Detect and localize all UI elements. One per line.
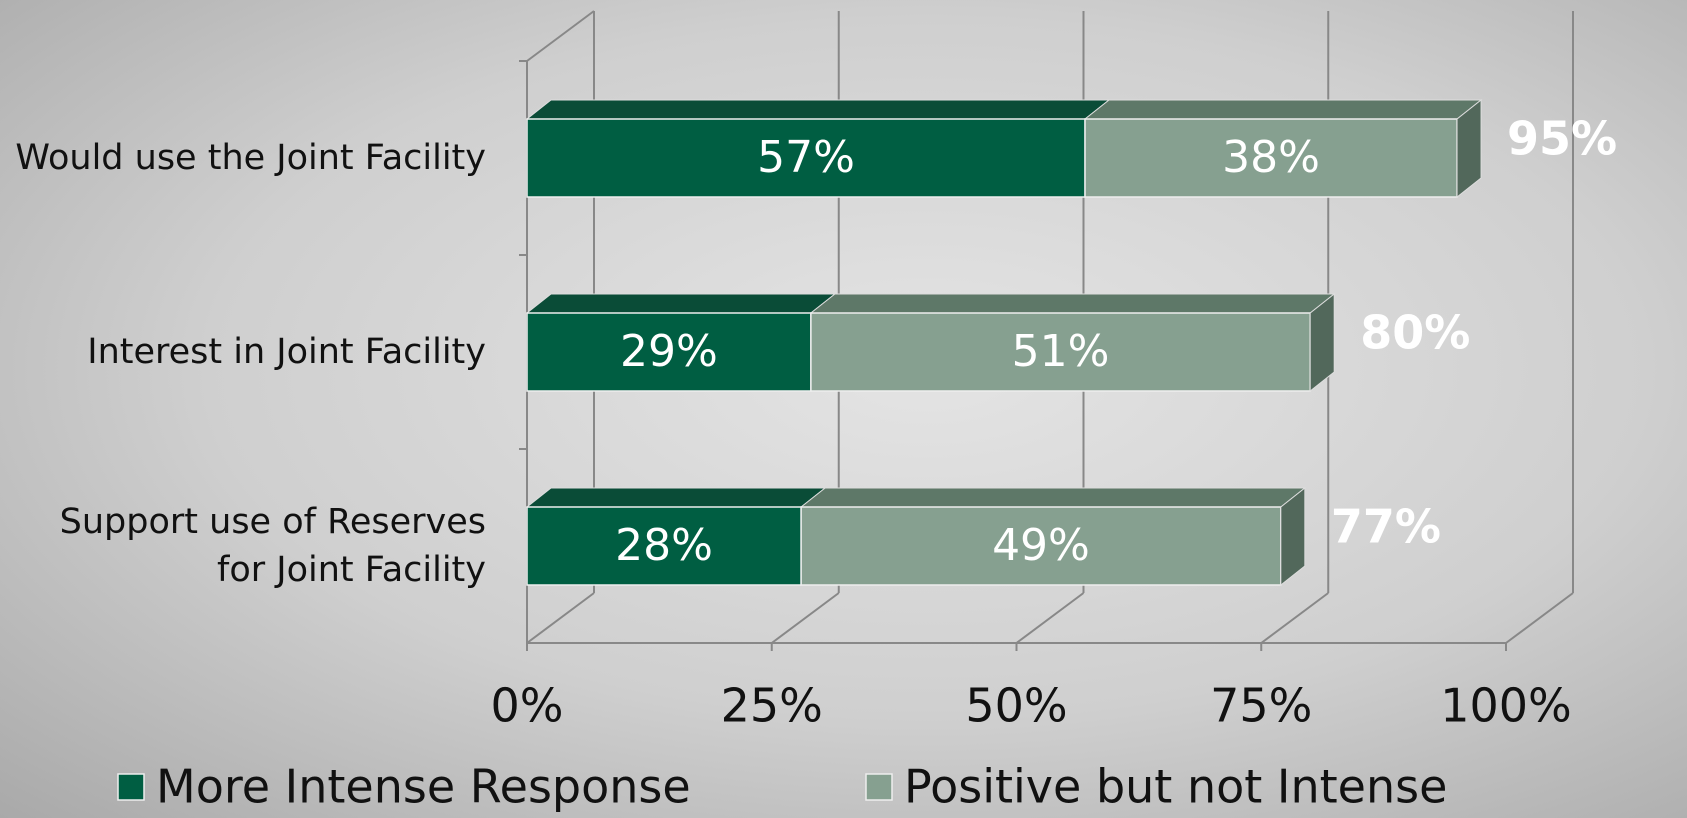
x-tick-label: 50% [965, 679, 1067, 733]
total-label: 80% [1360, 306, 1470, 360]
bar [526, 118, 1086, 198]
grid-line [1015, 592, 1085, 644]
y-tick-label: Interest in Joint Facility [87, 332, 486, 372]
total-label: 95% [1507, 112, 1617, 166]
bar-side [1456, 98, 1482, 199]
bar-top [799, 487, 1307, 508]
bar-top [525, 99, 1111, 120]
data-label: 51% [1012, 326, 1110, 377]
bar [800, 506, 1282, 586]
grid-line [1260, 592, 1329, 644]
data-label: 49% [992, 520, 1090, 571]
x-tick-label: 0% [491, 679, 564, 733]
y-tick-label: Would use the Joint Facility [15, 138, 486, 178]
data-label: 29% [620, 326, 718, 377]
x-tick-label: 100% [1440, 679, 1572, 733]
bar-top [809, 293, 1336, 314]
grid-line [1505, 592, 1574, 644]
grid-line [771, 592, 840, 644]
bar-top [525, 293, 837, 314]
legend-swatch [117, 773, 145, 801]
bar [526, 506, 802, 586]
bar-top [1083, 99, 1483, 120]
legend-swatch [865, 773, 893, 801]
total-label: 77% [1331, 500, 1441, 554]
grid-line [526, 592, 595, 644]
data-label: 28% [615, 520, 713, 571]
axis-wall [526, 10, 595, 62]
x-tick-label: 75% [1210, 679, 1312, 733]
bar-side [1309, 292, 1335, 393]
x-tick-label: 25% [721, 679, 823, 733]
data-label: 57% [757, 132, 855, 183]
y-tick-label: Support use of Reserves for Joint Facili… [59, 502, 486, 590]
bar [1084, 118, 1458, 198]
bar-side [1280, 486, 1306, 587]
bar-top [525, 487, 827, 508]
bar [810, 312, 1311, 392]
data-label: 38% [1222, 132, 1320, 183]
legend-label: More Intense Response [156, 760, 691, 814]
legend-label: Positive but not Intense [904, 760, 1447, 814]
